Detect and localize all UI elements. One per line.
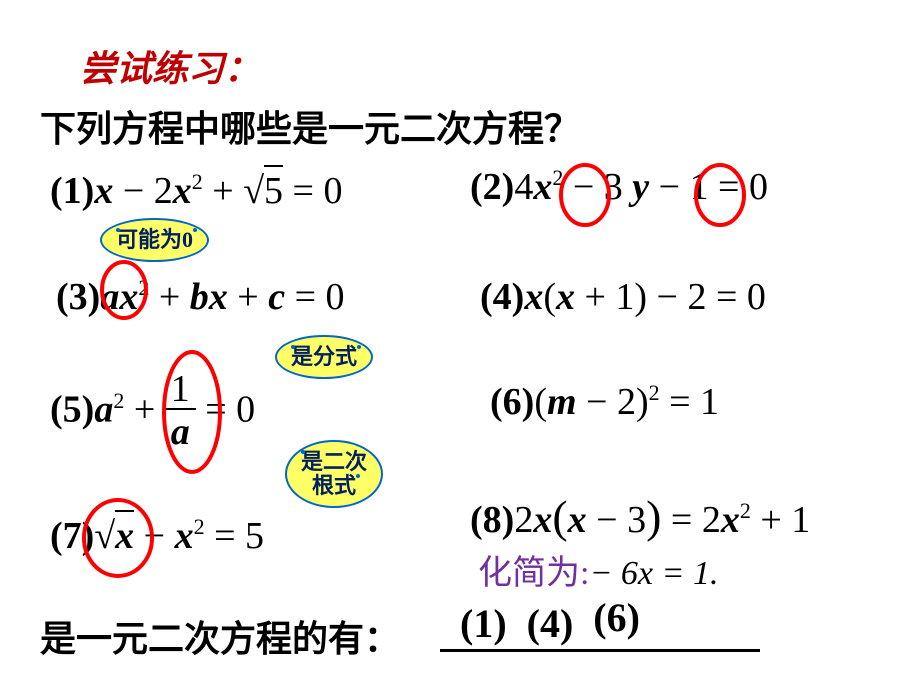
cloud-note-radical: 是二次根式 (285, 440, 383, 508)
question-text: 下列方程中哪些是一元二次方程？ (40, 100, 580, 152)
simplify-label: 化简为: (478, 555, 589, 592)
answer-1: (1) (460, 601, 507, 646)
equation-7: (7)√x − x2 = 5 (50, 510, 264, 558)
equation-5: (5)a2 + 1a = 0 (50, 370, 255, 456)
equation-1: (1)x − 2x2 + √5 = 0 (50, 165, 342, 213)
answer-2: (4) (527, 601, 574, 646)
cloud-note-zero: 可能为0 (100, 218, 209, 262)
answer-label: 是一元二次方程的有： (40, 610, 400, 662)
cloud-note-fraction: 是分式 (275, 335, 373, 379)
simplify-note: 化简为:− 6x = 1. (478, 545, 718, 594)
answer-3: (6) (593, 595, 640, 640)
equation-4: (4)x(x + 1) − 2 = 0 (480, 275, 766, 319)
equation-6: (6)(m − 2)2 = 1 (490, 380, 719, 424)
exercise-title: 尝试练习： (80, 40, 260, 92)
answers-underline: (1) (4) (6) (440, 600, 760, 652)
equation-2: (2)4x2 − 3 y − 1 = 0 (470, 165, 768, 209)
equation-3: (3)ax2 + bx + c = 0 (56, 275, 345, 319)
equation-8: (8)2x(x − 3) = 2x2 + 1 (470, 490, 810, 543)
